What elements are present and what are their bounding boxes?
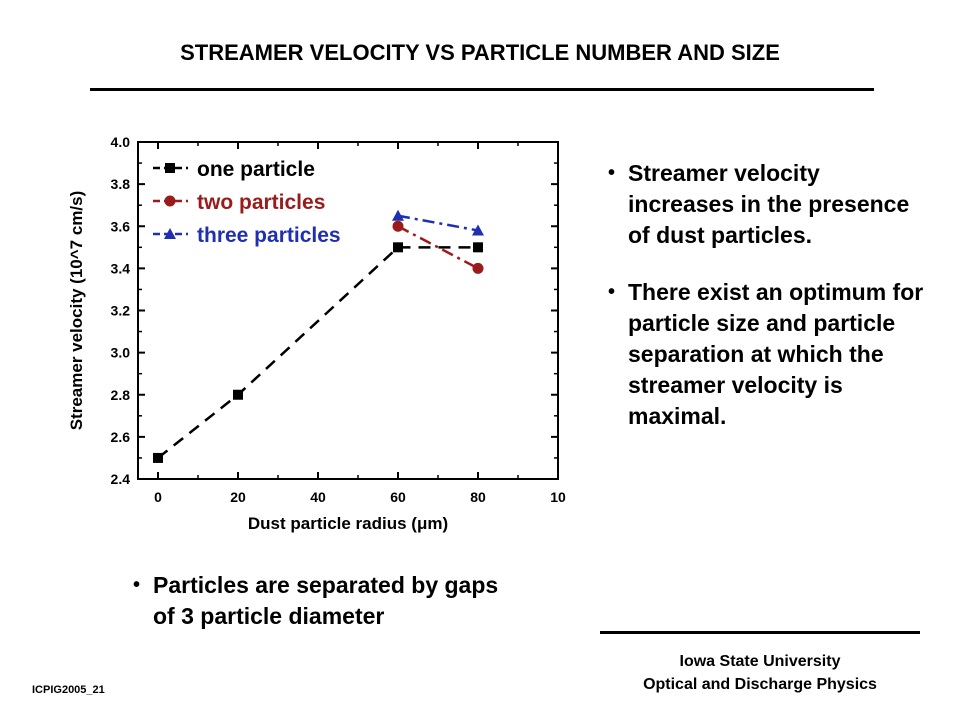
y-axis-label: Streamer velocity (10^7 cm/s) [67, 191, 86, 431]
footer-affiliation: Iowa State University Optical and Discha… [600, 650, 920, 696]
y-tick-label: 3.0 [111, 345, 131, 361]
bullet-item: • Streamer velocity increases in the pre… [608, 158, 928, 251]
data-point-series-2 [472, 262, 484, 274]
bullet-icon: • [608, 281, 616, 303]
x-tick-label: 20 [230, 489, 246, 505]
y-tick-label: 3.2 [111, 303, 131, 319]
separation-note: • Particles are separated by gaps of 3 pa… [133, 570, 498, 632]
footer-rule [600, 631, 920, 634]
y-tick-label: 4.0 [111, 134, 131, 150]
y-tick-label: 2.6 [111, 429, 131, 445]
legend-label: two particles [197, 191, 325, 214]
x-tick-label: 0 [154, 489, 162, 505]
data-point-series-3 [392, 209, 404, 221]
legend-marker [164, 228, 176, 239]
data-point-series-1 [393, 242, 403, 253]
bullet-list: • Streamer velocity increases in the pre… [608, 158, 928, 458]
y-tick-label: 3.8 [111, 176, 131, 192]
note-line-2: of 3 particle diameter [153, 603, 385, 629]
x-tick-label: 40 [310, 489, 326, 505]
data-point-series-1 [153, 452, 163, 463]
group-name: Optical and Discharge Physics [643, 676, 877, 693]
x-axis-label: Dust particle radius (μm) [248, 514, 448, 533]
bullet-item: • There exist an optimum for particle si… [608, 277, 928, 432]
series-line-2 [397, 225, 479, 270]
slide-title: STREAMER VELOCITY VS PARTICLE NUMBER AND… [180, 40, 780, 65]
bullet-icon: • [133, 574, 141, 596]
bullet-icon: • [608, 162, 616, 184]
slide-code: ICPIG2005_21 [32, 684, 105, 696]
y-tick-label: 3.4 [111, 260, 131, 276]
legend-label: one particle [197, 158, 315, 181]
x-tick-label: 60 [390, 489, 406, 505]
data-point-series-2 [392, 220, 404, 232]
data-point-series-3 [472, 224, 484, 236]
data-point-series-1 [233, 389, 243, 400]
y-tick-label: 3.6 [111, 218, 131, 234]
note-line-1: Particles are separated by gaps [153, 572, 499, 598]
x-tick-label: 80 [470, 489, 486, 505]
data-point-series-1 [473, 242, 483, 253]
series-line-1 [157, 246, 478, 459]
velocity-chart: 2.4 2.6 2.8 3.0 3.2 3.4 3.6 3.8 4.0 0 20 40 60 80 10 Du… [67, 134, 566, 533]
y-tick-label: 2.8 [111, 387, 131, 403]
legend-marker [165, 163, 175, 173]
legend-marker [164, 195, 176, 207]
title-rule [90, 88, 874, 91]
x-tick-label: 10 [550, 489, 566, 505]
bullet-text: There exist an optimum for particle size… [628, 279, 924, 429]
legend-label: three particles [197, 224, 341, 247]
series-line-3 [397, 214, 479, 232]
bullet-text: Streamer velocity increases in the prese… [628, 160, 910, 248]
university-name: Iowa State University [679, 653, 841, 670]
y-tick-label: 2.4 [111, 471, 131, 487]
